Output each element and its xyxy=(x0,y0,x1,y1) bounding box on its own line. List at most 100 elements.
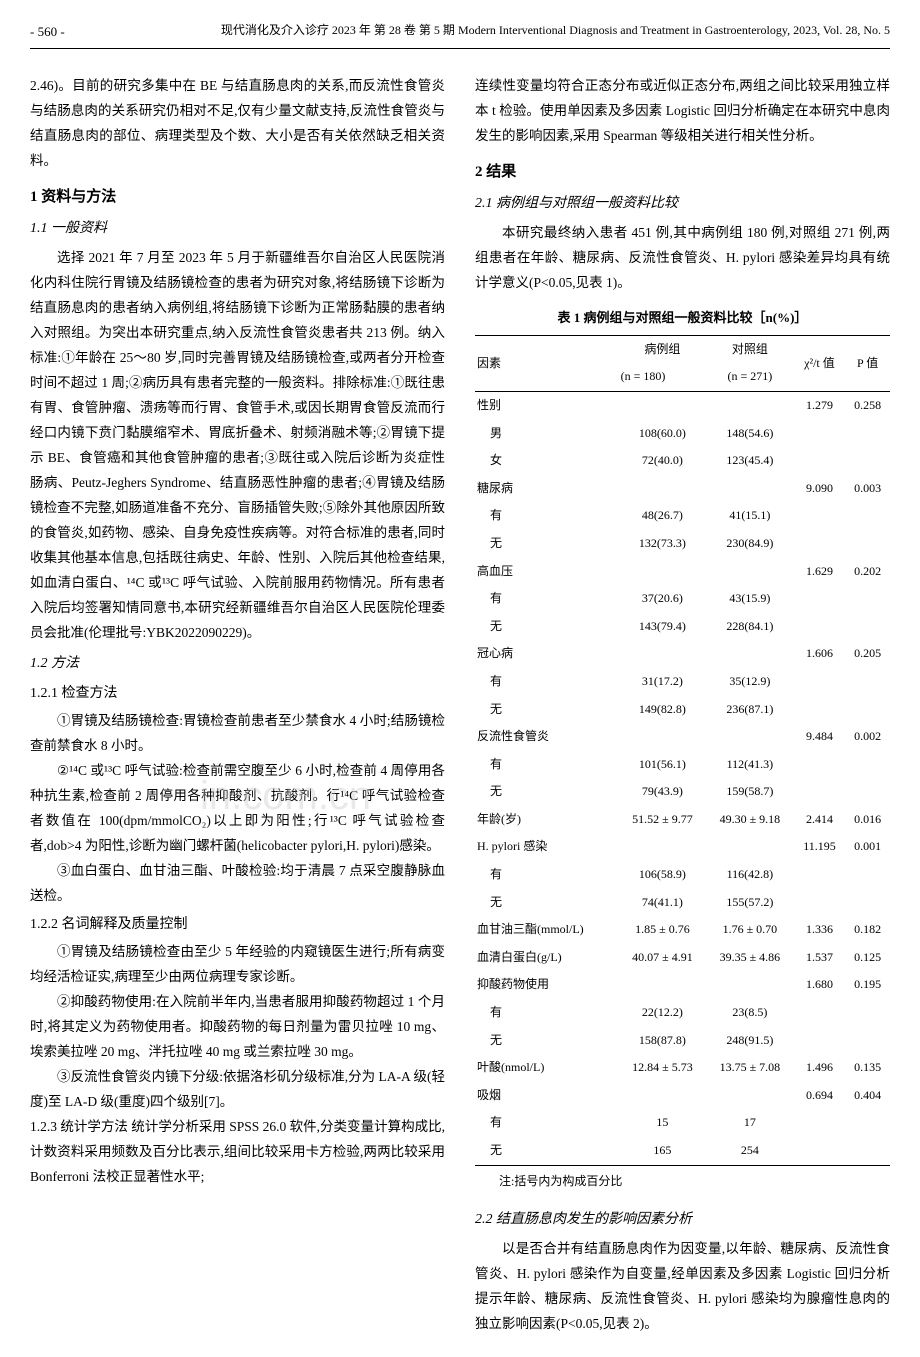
cell-control: 228(84.1) xyxy=(706,613,793,641)
cell-control: 39.35 ± 4.86 xyxy=(706,944,793,972)
journal-info: 现代消化及介入诊疗 2023 年 第 28 卷 第 5 期 Modern Int… xyxy=(221,20,890,43)
cell-case xyxy=(619,971,706,999)
cell-label: H. pylori 感染 xyxy=(475,833,619,861)
journal-cn: 现代消化及介入诊疗 2023 年 第 28 卷 第 5 期 xyxy=(221,23,455,37)
table-row: 有106(58.9)116(42.8) xyxy=(475,861,890,889)
cell-p: 0.135 xyxy=(845,1054,890,1082)
cell-p xyxy=(845,999,890,1027)
cell-p xyxy=(845,696,890,724)
cell-stat: 2.414 xyxy=(794,806,846,834)
cell-case: 22(12.2) xyxy=(619,999,706,1027)
cell-control: 254 xyxy=(706,1137,793,1165)
table-row: 血清白蛋白(g/L)40.07 ± 4.9139.35 ± 4.861.5370… xyxy=(475,944,890,972)
cell-stat xyxy=(794,420,846,448)
cell-stat xyxy=(794,1109,846,1137)
cell-label: 无 xyxy=(475,1027,619,1055)
cell-label: 叶酸(nmol/L) xyxy=(475,1054,619,1082)
cell-control: 148(54.6) xyxy=(706,420,793,448)
intro-para: 2.46)。目前的研究多集中在 BE 与结直肠息肉的关系,而反流性食管炎与结肠息… xyxy=(30,74,445,174)
table-header-row: 因素 病例组 对照组 χ²/t 值 P 值 xyxy=(475,335,890,363)
table-row: 无158(87.8)248(91.5) xyxy=(475,1027,890,1055)
cell-case xyxy=(619,558,706,586)
cell-p xyxy=(845,613,890,641)
section-2-title: 2 结果 xyxy=(475,159,890,186)
cell-control xyxy=(706,475,793,503)
table-row: 反流性食管炎9.4840.002 xyxy=(475,723,890,751)
cell-label: 冠心病 xyxy=(475,640,619,668)
cell-control: 17 xyxy=(706,1109,793,1137)
cell-case: 74(41.1) xyxy=(619,889,706,917)
table-row: 无143(79.4)228(84.1) xyxy=(475,613,890,641)
cell-stat xyxy=(794,668,846,696)
cell-p xyxy=(845,861,890,889)
cell-control xyxy=(706,640,793,668)
table-row: 叶酸(nmol/L)12.84 ± 5.7313.75 ± 7.081.4960… xyxy=(475,1054,890,1082)
cell-control xyxy=(706,391,793,419)
cell-p xyxy=(845,751,890,779)
subsection-1-2-1: 1.2.1 检查方法 xyxy=(30,681,445,706)
cell-label: 无 xyxy=(475,1137,619,1165)
th-p: P 值 xyxy=(845,335,890,391)
cell-label: 无 xyxy=(475,613,619,641)
cell-case: 149(82.8) xyxy=(619,696,706,724)
cell-stat xyxy=(794,1027,846,1055)
cell-p xyxy=(845,530,890,558)
cell-stat xyxy=(794,1137,846,1165)
cell-stat xyxy=(794,585,846,613)
cell-control: 23(8.5) xyxy=(706,999,793,1027)
cell-p xyxy=(845,585,890,613)
cell-case: 158(87.8) xyxy=(619,1027,706,1055)
th-control: 对照组 xyxy=(706,335,793,363)
cell-case: 108(60.0) xyxy=(619,420,706,448)
cell-p xyxy=(845,1109,890,1137)
cell-case: 1.85 ± 0.76 xyxy=(619,916,706,944)
sub22-para: 以是否合并有结直肠息肉作为因变量,以年龄、糖尿病、反流性食管炎、H. pylor… xyxy=(475,1237,890,1337)
cell-control: 1.76 ± 0.70 xyxy=(706,916,793,944)
table-row: 男108(60.0)148(54.6) xyxy=(475,420,890,448)
cell-stat: 9.090 xyxy=(794,475,846,503)
cell-stat xyxy=(794,530,846,558)
cell-stat: 1.680 xyxy=(794,971,846,999)
cell-label: 吸烟 xyxy=(475,1082,619,1110)
cell-p xyxy=(845,778,890,806)
subsection-1-1: 1.1 一般资料 xyxy=(30,216,445,241)
subsection-2-1: 2.1 病例组与对照组一般资料比较 xyxy=(475,191,890,216)
cell-control: 41(15.1) xyxy=(706,502,793,530)
sub121-p3: ③血白蛋白、血甘油三酯、叶酸检验:均于清晨 7 点采空腹静脉血送检。 xyxy=(30,859,445,909)
cell-p: 0.125 xyxy=(845,944,890,972)
cell-control: 49.30 ± 9.18 xyxy=(706,806,793,834)
cell-control: 236(87.1) xyxy=(706,696,793,724)
table1-note: 注:括号内为构成百分比 xyxy=(475,1171,890,1193)
cell-case: 40.07 ± 4.91 xyxy=(619,944,706,972)
table-row: 无149(82.8)236(87.1) xyxy=(475,696,890,724)
table-row: 血甘油三酯(mmol/L)1.85 ± 0.761.76 ± 0.701.336… xyxy=(475,916,890,944)
left-column: 2.46)。目前的研究多集中在 BE 与结直肠息肉的关系,而反流性食管炎与结肠息… xyxy=(30,74,445,1337)
table-row: 有37(20.6)43(15.9) xyxy=(475,585,890,613)
cell-stat xyxy=(794,613,846,641)
cell-stat xyxy=(794,447,846,475)
cell-case: 12.84 ± 5.73 xyxy=(619,1054,706,1082)
right-top-para: 连续性变量均符合正态分布或近似正态分布,两组之间比较采用独立样本 t 检验。使用… xyxy=(475,74,890,149)
cell-case: 132(73.3) xyxy=(619,530,706,558)
cell-stat: 1.279 xyxy=(794,391,846,419)
sub121-p2: ②¹⁴C 或¹³C 呼气试验:检查前需空腹至少 6 小时,检查前 4 周停用各种… xyxy=(30,759,445,859)
cell-control: 13.75 ± 7.08 xyxy=(706,1054,793,1082)
table-row: 有101(56.1)112(41.3) xyxy=(475,751,890,779)
page-number: - 560 - xyxy=(30,20,65,43)
cell-control: 155(57.2) xyxy=(706,889,793,917)
cell-control: 116(42.8) xyxy=(706,861,793,889)
cell-label: 无 xyxy=(475,889,619,917)
cell-case: 143(79.4) xyxy=(619,613,706,641)
subsection-2-2: 2.2 结直肠息肉发生的影响因素分析 xyxy=(475,1207,890,1232)
cell-control: 35(12.9) xyxy=(706,668,793,696)
cell-case: 101(56.1) xyxy=(619,751,706,779)
cell-label: 有 xyxy=(475,585,619,613)
cell-control: 43(15.9) xyxy=(706,585,793,613)
cell-case: 31(17.2) xyxy=(619,668,706,696)
table-1: 因素 病例组 对照组 χ²/t 值 P 值 (n = 180) (n = 271… xyxy=(475,335,890,1166)
cell-stat: 0.694 xyxy=(794,1082,846,1110)
table-row: 有22(12.2)23(8.5) xyxy=(475,999,890,1027)
table-row: 抑酸药物使用1.6800.195 xyxy=(475,971,890,999)
cell-label: 有 xyxy=(475,751,619,779)
cell-label: 男 xyxy=(475,420,619,448)
